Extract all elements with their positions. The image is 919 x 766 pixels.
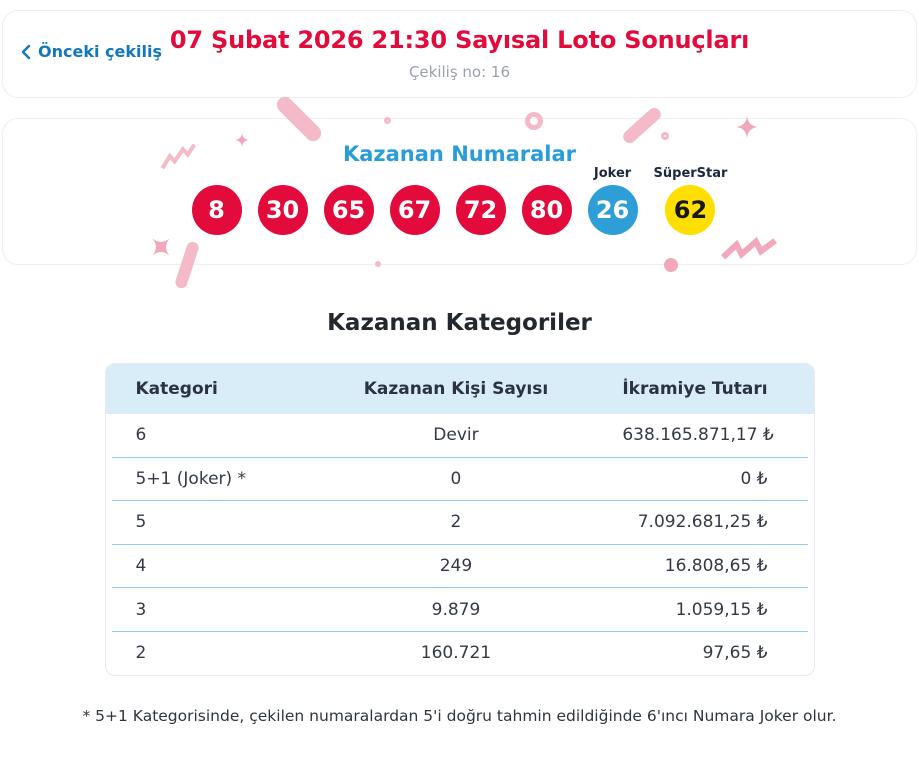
winning-numbers-banner: Kazanan Numaralar 8 30 65 67 72 80 Joker 26 Süpe… xyxy=(2,93,917,290)
prize-cell: 7.092.681,25 ₺ xyxy=(637,512,768,533)
ball-column: 65 xyxy=(323,166,374,235)
superstar-ball: 62 xyxy=(665,185,716,235)
confetti-star-icon xyxy=(235,133,249,147)
table-row: 3 9.879 1.059,15 ₺ xyxy=(106,588,814,631)
winners-cell: 160.721 xyxy=(420,643,492,664)
results-header: Önceki çekiliş 07 Şubat 2026 21:30 Sayıs… xyxy=(2,10,917,98)
prize-cell: 0 ₺ xyxy=(740,468,768,489)
footnote: * 5+1 Kategorisinde, çekilen numaralarda… xyxy=(82,706,837,725)
page-title: 07 Şubat 2026 21:30 Sayısal Loto Sonuçla… xyxy=(169,26,750,54)
row-separator xyxy=(111,456,808,458)
joker-label: Joker xyxy=(593,166,632,181)
confetti-sparkle-icon xyxy=(152,238,170,256)
prize-cell: 638.165.871,17 ₺ xyxy=(622,425,774,446)
previous-draw-link[interactable]: Önceki çekiliş xyxy=(21,42,162,61)
ball-column: 30 xyxy=(257,166,308,235)
superstar-label: SüperStar xyxy=(653,166,728,181)
confetti-ring-icon xyxy=(525,112,543,130)
winners-cell: 9.879 xyxy=(431,599,481,620)
row-separator xyxy=(111,543,808,545)
winning-number-ball: 8 xyxy=(191,185,242,235)
joker-ball: 26 xyxy=(587,185,638,235)
row-separator xyxy=(111,500,808,502)
column-header: İkramiye Tutarı xyxy=(622,379,768,399)
winning-number-ball: 67 xyxy=(389,185,440,235)
category-cell: 5+1 (Joker) * xyxy=(135,468,247,489)
winning-number-ball: 30 xyxy=(257,185,308,235)
table-row: 6 Devir 638.165.871,17 ₺ xyxy=(106,414,814,457)
chevron-left-icon xyxy=(21,44,31,59)
table-body: 6 Devir 638.165.871,17 ₺ 5+1 (Joker) * 0 0 ₺ 5… xyxy=(106,414,814,675)
ball-column: 67 xyxy=(389,166,440,235)
winning-number-ball: 80 xyxy=(521,185,572,235)
row-separator xyxy=(111,587,808,589)
category-cell: 2 xyxy=(135,643,147,664)
column-header: Kazanan Kişi Sayısı xyxy=(363,379,549,399)
confetti-zigzag-icon xyxy=(721,236,777,260)
confetti-bar-icon xyxy=(173,240,201,290)
winners-cell: 249 xyxy=(439,556,473,577)
winners-cell: Devir xyxy=(433,425,479,446)
categories-table: Kategori Kazanan Kişi Sayısı İkramiye Tuta… xyxy=(104,363,815,676)
ball-column: Joker 26 xyxy=(587,166,638,235)
prize-cell: 97,65 ₺ xyxy=(702,643,768,664)
ball-column: 8 xyxy=(191,166,242,235)
ball-column: 72 xyxy=(455,166,506,235)
categories-title: Kazanan Kategoriler xyxy=(327,310,592,336)
previous-draw-label: Önceki çekiliş xyxy=(38,42,162,61)
ball-column: SüperStar 62 xyxy=(653,166,728,235)
confetti-ring-icon xyxy=(384,117,391,124)
confetti-star-icon xyxy=(736,116,758,138)
category-cell: 4 xyxy=(135,556,147,577)
prize-cell: 1.059,15 ₺ xyxy=(675,599,768,620)
winning-numbers-title: Kazanan Numaralar xyxy=(342,142,577,166)
page: Önceki çekiliş 07 Şubat 2026 21:30 Sayıs… xyxy=(0,10,919,725)
category-cell: 5 xyxy=(135,512,147,533)
category-cell: 6 xyxy=(135,425,147,446)
table-row: 5+1 (Joker) * 0 0 ₺ xyxy=(106,458,814,501)
draw-number: Çekiliş no: 16 xyxy=(408,63,511,81)
winning-number-ball: 72 xyxy=(455,185,506,235)
ball-column: 80 xyxy=(521,166,572,235)
winners-cell: 2 xyxy=(450,512,462,533)
winners-cell: 0 xyxy=(450,468,462,489)
table-row: 2 160.721 97,65 ₺ xyxy=(106,632,814,675)
row-separator xyxy=(111,630,808,632)
confetti-ring-icon xyxy=(375,261,381,267)
winning-number-ball: 65 xyxy=(323,185,374,235)
confetti-zigzag-icon xyxy=(160,143,197,170)
table-row: 4 249 16.808,65 ₺ xyxy=(106,545,814,588)
column-header: Kategori xyxy=(135,379,218,399)
confetti-ring-icon xyxy=(661,132,669,140)
confetti-ring-icon xyxy=(664,258,678,272)
prize-cell: 16.808,65 ₺ xyxy=(664,556,768,577)
category-cell: 3 xyxy=(135,599,147,620)
table-header-row: Kategori Kazanan Kişi Sayısı İkramiye Tuta… xyxy=(105,364,814,414)
table-row: 5 2 7.092.681,25 ₺ xyxy=(106,501,814,544)
balls-row: 8 30 65 67 72 80 Joker 26 SüperStar 62 xyxy=(3,166,916,235)
